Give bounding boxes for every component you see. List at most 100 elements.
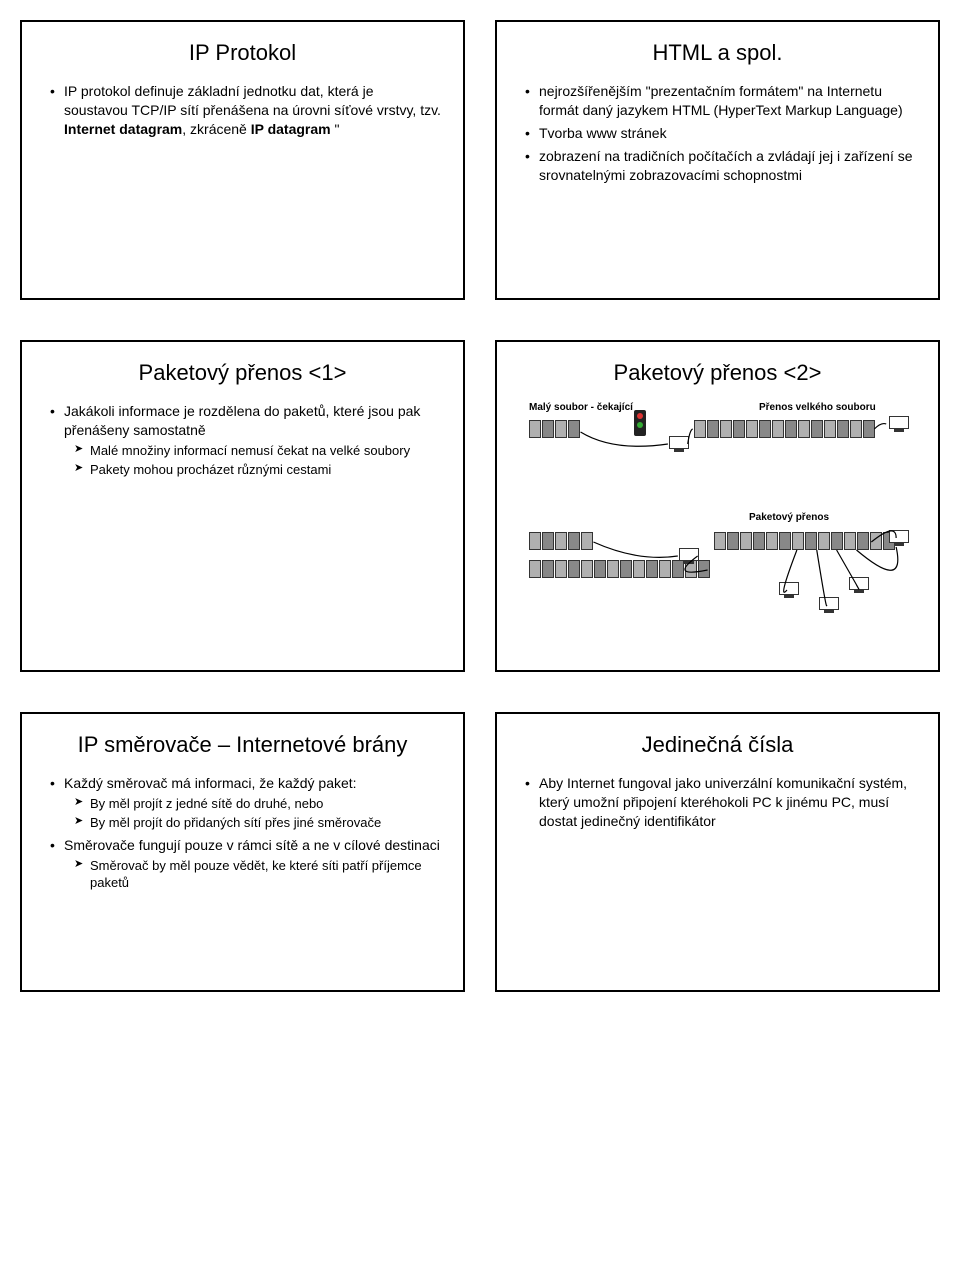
text: IP protokol definuje základní jednotku d…	[64, 83, 441, 118]
text: Každý směrovač má informaci, že každý pa…	[64, 775, 357, 791]
packet	[720, 420, 732, 438]
packet	[753, 532, 765, 550]
packet	[555, 560, 567, 578]
packet	[707, 420, 719, 438]
slides-grid: IP Protokol IP protokol definuje základn…	[20, 20, 940, 992]
bullet-item: Směrovače fungují pouze v rámci sítě a n…	[50, 836, 441, 892]
packet-row	[529, 532, 594, 550]
packet	[581, 560, 593, 578]
packet	[568, 560, 580, 578]
packet	[694, 420, 706, 438]
slide-title: IP směrovače – Internetové brány	[44, 732, 441, 758]
packet	[837, 420, 849, 438]
bullet-list: Každý směrovač má informaci, že každý pa…	[44, 774, 441, 892]
packet	[568, 532, 580, 550]
bullet-list: Aby Internet fungoval jako univerzální k…	[519, 774, 916, 831]
label-packet-transfer: Paketový přenos	[749, 512, 829, 523]
packet	[646, 560, 658, 578]
text: "	[331, 121, 340, 137]
packet	[607, 560, 619, 578]
packet	[740, 532, 752, 550]
bullet-item: nejrozšířenějším "prezentačním formátem"…	[525, 82, 916, 120]
packet	[529, 532, 541, 550]
bullet-item: Aby Internet fungoval jako univerzální k…	[525, 774, 916, 831]
computer-icon	[849, 577, 869, 593]
text: Směrovače fungují pouze v rámci sítě a n…	[64, 837, 440, 853]
packet	[857, 532, 869, 550]
packet	[698, 560, 710, 578]
slide-ip-smerovace: IP směrovače – Internetové brány Každý s…	[20, 712, 465, 992]
packet	[824, 420, 836, 438]
packet	[766, 532, 778, 550]
packet	[746, 420, 758, 438]
packet	[785, 420, 797, 438]
text: , zkráceně	[182, 121, 250, 137]
sub-list: Malé množiny informací nemusí čekat na v…	[64, 442, 441, 479]
sub-list: Směrovač by měl pouze vědět, ke které sí…	[64, 857, 441, 892]
slide-title: Jedinečná čísla	[519, 732, 916, 758]
packet	[792, 532, 804, 550]
bullet-list: IP protokol definuje základní jednotku d…	[44, 82, 441, 139]
bullet-item: Každý směrovač má informaci, že každý pa…	[50, 774, 441, 832]
slide-paketovy-prenos-1: Paketový přenos <1> Jakákoli informace j…	[20, 340, 465, 672]
slide-jedinecna-cisla: Jedinečná čísla Aby Internet fungoval ja…	[495, 712, 940, 992]
packet-diagram: Malý soubor - čekající Přenos velkého so…	[519, 402, 916, 642]
packet	[850, 420, 862, 438]
slide-title: IP Protokol	[44, 40, 441, 66]
packet	[529, 560, 541, 578]
label-small-file: Malý soubor - čekající	[529, 402, 633, 413]
packet	[779, 532, 791, 550]
computer-icon	[679, 548, 699, 564]
computer-icon	[889, 530, 909, 546]
bullet-item: IP protokol definuje základní jednotku d…	[50, 82, 441, 139]
sub-item: By měl projít z jedné sítě do druhé, neb…	[74, 795, 441, 813]
computer-icon	[669, 436, 689, 452]
text-bold: IP datagram	[251, 121, 331, 137]
traffic-light-icon	[634, 410, 646, 436]
text: Jakákoli informace je rozdělena do paket…	[64, 403, 420, 438]
sub-item: Malé množiny informací nemusí čekat na v…	[74, 442, 441, 460]
bullet-item: zobrazení na tradičních počítačích a zvl…	[525, 147, 916, 185]
packet	[542, 560, 554, 578]
computer-icon	[819, 597, 839, 613]
packet	[818, 532, 830, 550]
packet	[844, 532, 856, 550]
packet	[581, 532, 593, 550]
wire-svg	[519, 402, 916, 642]
sub-list: By měl projít z jedné sítě do druhé, neb…	[64, 795, 441, 832]
packet	[863, 420, 875, 438]
bullet-list: nejrozšířenějším "prezentačním formátem"…	[519, 82, 916, 184]
bullet-item: Jakákoli informace je rozdělena do paket…	[50, 402, 441, 479]
computer-icon	[779, 582, 799, 598]
slide-title: HTML a spol.	[519, 40, 916, 66]
packet	[811, 420, 823, 438]
packet	[568, 420, 580, 438]
slide-html-a-spol: HTML a spol. nejrozšířenějším "prezentač…	[495, 20, 940, 300]
packet	[733, 420, 745, 438]
sub-item: Směrovač by měl pouze vědět, ke které sí…	[74, 857, 441, 892]
packet	[759, 420, 771, 438]
text-bold: Internet datagram	[64, 121, 182, 137]
computer-icon	[889, 416, 909, 432]
packet	[714, 532, 726, 550]
slide-title: Paketový přenos <2>	[519, 360, 916, 386]
packet	[529, 420, 541, 438]
slide-ip-protokol: IP Protokol IP protokol definuje základn…	[20, 20, 465, 300]
packet	[831, 532, 843, 550]
packet	[772, 420, 784, 438]
sub-item: Pakety mohou procházet různými cestami	[74, 461, 441, 479]
packet-row-big	[694, 420, 876, 438]
packet	[805, 532, 817, 550]
packet	[542, 532, 554, 550]
packet	[542, 420, 554, 438]
label-big-file: Přenos velkého souboru	[759, 402, 876, 413]
packet-row-small	[529, 420, 581, 438]
bullet-item: Tvorba www stránek	[525, 124, 916, 143]
sub-item: By měl projít do přidaných sítí přes jin…	[74, 814, 441, 832]
packet	[620, 560, 632, 578]
packet-row	[714, 532, 896, 550]
packet	[555, 420, 567, 438]
packet	[659, 560, 671, 578]
packet	[870, 532, 882, 550]
slide-paketovy-prenos-2: Paketový přenos <2> Malý soubor - čekají…	[495, 340, 940, 672]
